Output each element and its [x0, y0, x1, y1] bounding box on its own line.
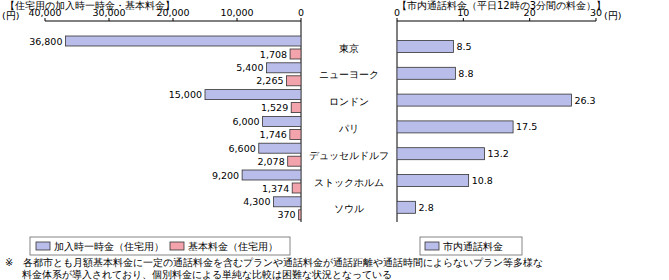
tick-label: 0 — [394, 7, 400, 18]
legend-swatch — [170, 242, 184, 250]
legend-frame — [420, 237, 522, 255]
tick-mark — [109, 18, 110, 21]
bar — [287, 76, 301, 86]
legend-label: 市内通話料金 — [443, 241, 503, 252]
bar — [242, 170, 301, 180]
bar — [397, 121, 513, 133]
labels-group: 36,800 5,400 15,000 6,000 6,600 9,200 4,300 1,7… — [29, 36, 295, 221]
tick-label: 0 — [298, 7, 304, 18]
legend-swatch — [36, 242, 50, 250]
bar — [397, 201, 416, 213]
data-label: 1,374 — [262, 183, 289, 194]
data-label: 2,265 — [256, 75, 283, 86]
bar — [259, 143, 301, 153]
bar — [65, 36, 301, 46]
category-label: 東京 — [339, 43, 359, 54]
category-label: ロンドン — [329, 96, 369, 107]
tick-mark — [463, 18, 464, 21]
chart-title: 【市内通話料金（平日12時の3分間の料金）】 — [397, 0, 606, 11]
bar — [263, 116, 301, 126]
bar — [397, 94, 571, 106]
data-label: 6,600 — [229, 143, 256, 154]
tick-mark — [397, 18, 398, 21]
data-label: 9,200 — [212, 170, 239, 181]
legend-frame — [30, 237, 290, 255]
tick-mark — [301, 18, 302, 21]
data-label: 10.8 — [472, 175, 493, 186]
data-label: 1,529 — [261, 102, 288, 113]
data-label: 15,000 — [169, 89, 202, 100]
tick-label: 40,000 — [28, 7, 61, 18]
bar — [273, 197, 301, 207]
bar — [299, 210, 301, 220]
data-label: 1,708 — [260, 49, 287, 60]
tick-label: 30 — [590, 7, 602, 18]
tick-label: 20 — [524, 7, 536, 18]
bar — [290, 49, 301, 59]
bar — [397, 41, 453, 53]
bar — [266, 63, 301, 73]
data-label: 6,000 — [232, 116, 259, 127]
tick-mark — [237, 18, 238, 21]
tick-label: 30,000 — [92, 7, 125, 18]
axis-unit: (円) — [2, 10, 19, 21]
data-label: 5,400 — [236, 62, 263, 73]
legend-label: 基本料金（住宅用） — [188, 241, 278, 252]
data-label: 4,300 — [243, 196, 270, 207]
data-label: 13.2 — [488, 148, 509, 159]
legend: 市内通話料金 — [420, 237, 522, 255]
category-label: ストックホルム — [314, 177, 384, 188]
x-axis-line — [397, 21, 596, 22]
bar — [397, 148, 485, 160]
chart-canvas: 【住宅用の加入時一時金・基本料金】(円)40,00030,00020,00010… — [0, 0, 669, 280]
note-text: ※ 各都市とも月額基本料金に一定の通話料金を含むプランや通話料金が通話距離や通話… — [5, 257, 543, 268]
legend-label: 加入時一時金（住宅用） — [54, 241, 164, 252]
category-label: ニューヨーク — [319, 69, 379, 80]
bar — [291, 103, 301, 113]
data-label: 2.8 — [419, 202, 434, 213]
tick-mark — [596, 18, 597, 21]
category-label: ソウル — [334, 203, 364, 214]
legend-swatch — [425, 242, 439, 250]
bar — [292, 183, 301, 193]
category-label: デュッセルドルフ — [309, 150, 389, 161]
data-label: 36,800 — [29, 36, 62, 47]
data-label: 26.3 — [574, 95, 595, 106]
tick-mark — [529, 18, 530, 21]
legend: 加入時一時金（住宅用） 基本料金（住宅用） — [30, 237, 290, 255]
tick-mark — [45, 18, 46, 21]
bar — [397, 175, 469, 187]
data-label: 370 — [277, 209, 295, 220]
data-label: 1,746 — [260, 129, 287, 140]
note-text: 料金体系が導入されており、個別料金による単純な比較は困難な状況となっている — [22, 269, 392, 280]
bar — [290, 129, 301, 139]
tick-mark — [173, 18, 174, 21]
data-label: 8.8 — [458, 68, 473, 79]
data-label: 8.5 — [456, 41, 471, 52]
labels-group: 8.5 8.8 26.3 17.5 13.2 10.8 2.8 — [419, 41, 596, 213]
axis-unit: (円) — [604, 10, 621, 21]
bar — [205, 90, 301, 100]
tick-label: 10,000 — [220, 7, 253, 18]
data-label: 17.5 — [516, 121, 537, 132]
tick-label: 10 — [457, 7, 469, 18]
data-label: 2,078 — [257, 156, 284, 167]
bar — [288, 156, 301, 166]
category-label: パリ — [338, 123, 359, 134]
tick-label: 20,000 — [156, 7, 189, 18]
marks-group — [397, 41, 571, 214]
bar — [397, 67, 455, 79]
marks-group — [65, 36, 301, 220]
